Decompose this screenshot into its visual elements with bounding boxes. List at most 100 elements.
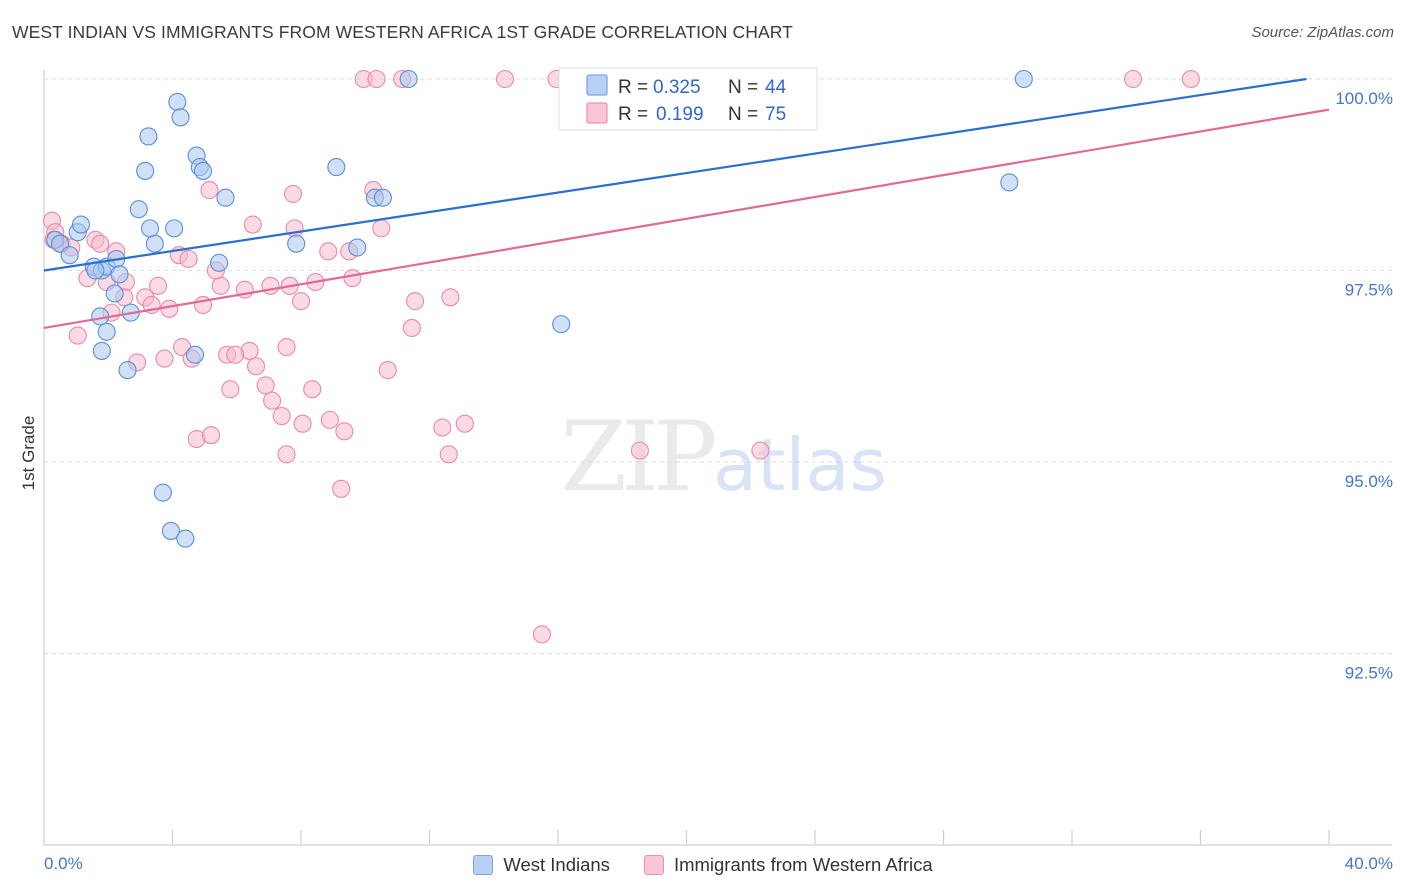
watermark: ZIP atlas [560, 401, 887, 513]
blue-point-27 [193, 161, 213, 180]
blue-point-39 [399, 69, 418, 89]
pink-point-72 [1123, 69, 1143, 89]
pink-point-57 [433, 418, 452, 437]
pink-point-49 [221, 380, 240, 399]
x-ticks [171, 830, 1330, 845]
x-tick-label-max: 40.0% [1345, 854, 1393, 873]
pink-point-56 [378, 361, 397, 380]
pink-points [42, 69, 1200, 644]
pink-point-70 [495, 69, 515, 89]
pink-point-14 [160, 299, 179, 318]
pink-point-66 [532, 625, 551, 644]
blue-point-15 [92, 341, 111, 360]
svg-text:R = 0.325 N =: R = 0.325 N = 44 [618, 77, 787, 98]
blue-point-3 [71, 215, 90, 234]
blue-point-4 [60, 246, 79, 265]
pink-point-58 [439, 445, 458, 464]
pink-point-35 [372, 219, 391, 238]
blue-point-32 [161, 521, 180, 540]
pink-point-33 [200, 181, 219, 200]
y-axis-label: 1st Grade [19, 416, 38, 491]
blue-point-14 [97, 322, 116, 341]
blue-point-22 [165, 219, 184, 238]
pink-point-29 [319, 242, 338, 261]
legend-swatch-pink [643, 855, 664, 875]
pink-point-47 [256, 376, 275, 395]
axes [43, 70, 1392, 846]
legend-item-western-africa[interactable]: Immigrants from Western Africa [643, 854, 933, 876]
pink-point-55 [335, 422, 354, 441]
pink-point-36 [405, 292, 425, 311]
blue-point-17 [145, 234, 164, 253]
watermark-atlas: atlas [713, 423, 887, 507]
blue-point-40 [552, 315, 571, 334]
pink-point-53 [303, 380, 322, 399]
pink-point-5 [91, 234, 110, 253]
y-tick-label-3: 92.5% [1345, 664, 1393, 683]
n-label-pink: N = [728, 104, 763, 125]
pink-point-63 [332, 479, 351, 498]
pink-point-12 [148, 276, 168, 295]
r-label-blue: R = [618, 77, 653, 98]
gridlines [44, 78, 1392, 654]
stats-legend: R = 0.325 N = 44 R = 0.199 N = 75 [558, 67, 818, 131]
pink-point-23 [261, 276, 280, 295]
blue-point-41 [1000, 173, 1019, 192]
n-label-blue: N = [728, 77, 763, 98]
legend-item-west-indians[interactable]: West Indians [473, 854, 610, 876]
blue-point-36 [348, 238, 367, 257]
pink-point-40 [68, 326, 87, 345]
blue-point-35 [327, 158, 346, 177]
stats-legend-swatch-blue [586, 74, 608, 96]
blue-point-24 [171, 108, 190, 127]
blue-points [46, 69, 1033, 548]
pink-point-51 [277, 338, 296, 357]
pink-point-59 [455, 414, 474, 433]
trendline-blue [43, 77, 1307, 272]
pink-point-32 [243, 215, 262, 234]
pink-point-68 [367, 69, 386, 89]
blue-point-19 [129, 200, 148, 219]
pink-point-62 [277, 445, 296, 464]
blue-point-16 [118, 361, 137, 380]
pink-point-27 [343, 269, 362, 288]
legend-swatch-blue [473, 855, 494, 875]
blue-point-18 [140, 219, 160, 238]
blue-point-42 [1014, 69, 1033, 89]
r-value-blue: 0.325 [653, 77, 701, 98]
pink-point-54 [320, 410, 339, 429]
n-value-blue: 44 [765, 77, 787, 98]
pink-point-65 [751, 441, 770, 460]
pink-point-16 [179, 249, 198, 269]
blue-point-23 [168, 92, 187, 112]
blue-point-31 [153, 483, 172, 502]
y-tick-label-1: 97.5% [1345, 281, 1393, 300]
pink-point-73 [1181, 69, 1200, 89]
pink-point-61 [202, 426, 221, 445]
blue-point-28 [216, 188, 235, 207]
source-credit: Source: ZipAtlas.com [1251, 24, 1394, 41]
pink-point-37 [441, 288, 460, 307]
pink-point-50 [272, 406, 291, 426]
pink-point-46 [246, 357, 266, 376]
legend-label-west-indians: West Indians [503, 854, 610, 875]
blue-point-9 [110, 265, 129, 284]
legend-label-western-africa: Immigrants from Western Africa [673, 854, 933, 875]
pink-point-31 [283, 184, 303, 203]
blue-point-20 [136, 161, 155, 180]
pink-point-42 [155, 349, 174, 368]
x-tick-label-min: 0.0% [44, 854, 83, 873]
r-label-pink: R = [618, 104, 653, 125]
pink-point-25 [291, 292, 311, 311]
blue-point-30 [185, 345, 205, 364]
blue-point-34 [287, 234, 306, 253]
pink-point-52 [293, 414, 312, 433]
stats-legend-swatch-pink [586, 102, 608, 124]
pink-point-48 [263, 391, 282, 410]
n-value-pink: 75 [765, 104, 786, 125]
pink-point-18 [211, 276, 230, 295]
blue-point-21 [139, 127, 158, 146]
pink-point-64 [630, 441, 649, 460]
blue-point-33 [176, 529, 195, 548]
y-tick-label-0: 100.0% [1335, 89, 1393, 108]
